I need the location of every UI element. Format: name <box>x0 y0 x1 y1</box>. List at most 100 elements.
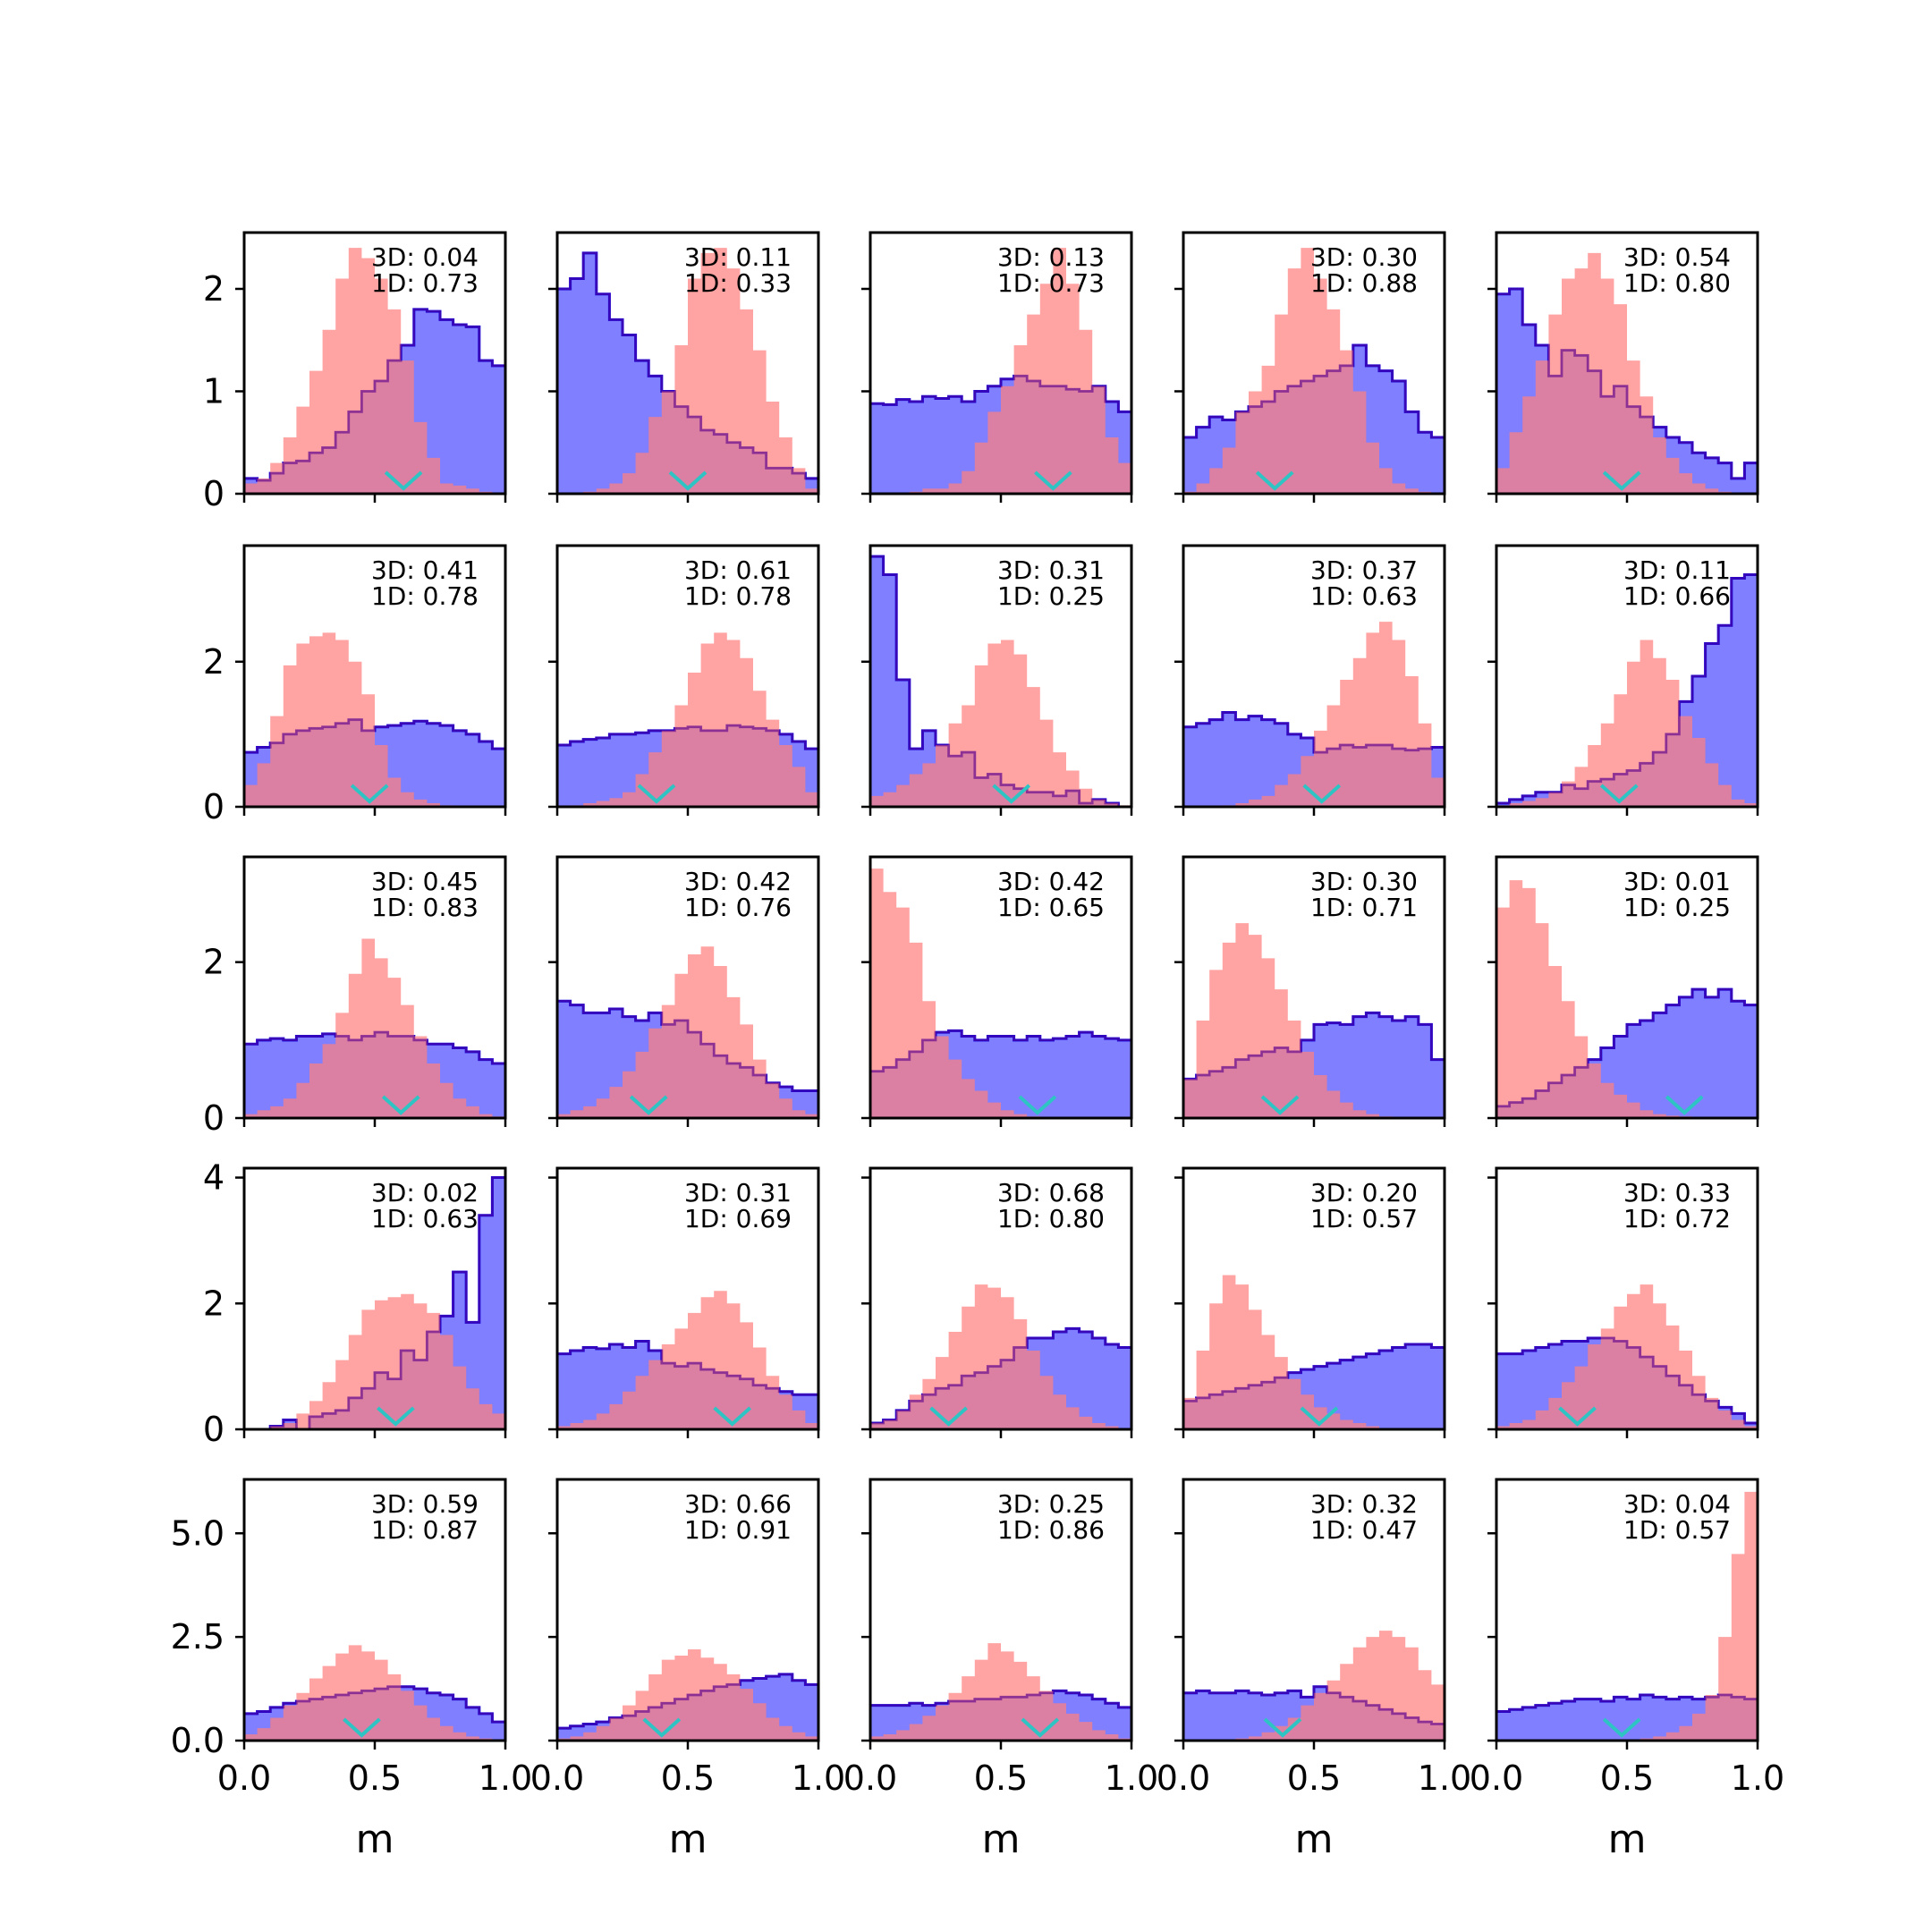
x-tick-label: 1.0 <box>792 1758 845 1798</box>
marker-v <box>1602 470 1641 491</box>
red-histogram-fill <box>1183 1631 1445 1741</box>
annotation-1d: 1D: 0.71 <box>1310 893 1418 922</box>
marker-v <box>377 1406 415 1427</box>
annotation-3d: 3D: 0.37 <box>1310 555 1418 585</box>
x-tick-label: 0.0 <box>1470 1758 1523 1798</box>
overlap-line <box>1183 343 1445 439</box>
overlap-line <box>1183 1343 1445 1402</box>
x-axis-label: m <box>356 1817 394 1862</box>
marker-v <box>350 784 389 804</box>
overlap-line <box>244 308 505 482</box>
red-histogram-fill <box>1496 640 1758 807</box>
y-tick-label: 2 <box>203 642 225 682</box>
overlap-line <box>557 1000 818 1092</box>
plot-area <box>1183 923 1445 1118</box>
x-tick-label: 0.0 <box>1157 1758 1210 1798</box>
annotation-1d: 1D: 0.65 <box>997 893 1105 922</box>
marker-v <box>637 784 676 804</box>
plot-area <box>1183 1275 1445 1429</box>
plot-area <box>1496 1284 1758 1429</box>
annotation-1d: 1D: 0.88 <box>1310 268 1418 298</box>
marker-v <box>1558 1406 1597 1427</box>
overlap-line <box>1496 987 1758 1108</box>
marker-v <box>1263 1717 1302 1738</box>
plot-area <box>870 248 1131 494</box>
x-tick-label: 0.5 <box>661 1758 715 1798</box>
overlap-line <box>1183 711 1445 754</box>
plot-area <box>1496 880 1758 1118</box>
plot-area <box>244 632 505 807</box>
marker-v <box>1034 470 1072 491</box>
x-tick-label: 0.5 <box>348 1758 402 1798</box>
marker-v <box>343 1717 381 1738</box>
plot-area <box>557 1291 818 1429</box>
red-histogram-fill <box>244 632 505 807</box>
x-axis-label: m <box>1608 1817 1647 1862</box>
marker-v <box>629 1095 668 1115</box>
blue-histogram-fill <box>557 252 818 494</box>
overlap-line <box>870 1327 1131 1425</box>
plot-area <box>1496 572 1758 807</box>
plot-area <box>557 632 818 807</box>
red-histogram-fill <box>1183 622 1445 807</box>
plot-area <box>557 248 818 494</box>
plot-area <box>1496 252 1758 494</box>
red-histogram-fill <box>1496 252 1758 494</box>
plot-area <box>244 248 505 494</box>
red-histogram-fill <box>1183 923 1445 1118</box>
marker-v <box>642 1717 682 1738</box>
marker-v <box>1255 470 1294 491</box>
y-tick-label: 5.0 <box>171 1513 225 1553</box>
annotation-3d: 3D: 0.11 <box>1623 555 1731 585</box>
x-axis-label: m <box>669 1817 708 1862</box>
overlap-line <box>870 375 1131 413</box>
annotation-3d: 3D: 0.31 <box>684 1178 792 1208</box>
red-histogram-fill <box>1183 248 1445 494</box>
annotation-1d: 1D: 0.80 <box>1623 268 1731 298</box>
overlap-line <box>557 1673 818 1730</box>
annotation-3d: 3D: 0.02 <box>371 1178 479 1208</box>
plot-area <box>1183 248 1445 494</box>
red-histogram-fill <box>870 869 1131 1118</box>
x-tick-label: 0.5 <box>974 1758 1028 1798</box>
plot-area <box>870 1643 1131 1741</box>
annotation-3d: 3D: 0.66 <box>684 1489 792 1519</box>
plot-area <box>1183 622 1445 807</box>
x-tick-label: 1.0 <box>1731 1758 1784 1798</box>
marker-v <box>1302 784 1342 804</box>
red-histogram-fill <box>244 248 505 494</box>
marker-v <box>1260 1095 1300 1115</box>
overlap-line <box>1496 1336 1758 1425</box>
annotation-3d: 3D: 0.31 <box>997 555 1105 585</box>
annotation-1d: 1D: 0.33 <box>684 268 792 298</box>
marker-v <box>381 1095 420 1115</box>
annotation-3d: 3D: 0.25 <box>997 1489 1105 1519</box>
plot-area <box>244 1645 505 1741</box>
annotation-1d: 1D: 0.78 <box>684 581 792 611</box>
red-histogram-fill <box>244 938 505 1118</box>
overlap-line <box>244 718 505 754</box>
annotation-3d: 3D: 0.04 <box>371 242 479 272</box>
marker-v <box>384 470 423 491</box>
x-tick-label: 0.5 <box>1600 1758 1654 1798</box>
x-tick-label: 0.5 <box>1287 1758 1341 1798</box>
overlap-line <box>557 724 818 750</box>
marker-v <box>713 1406 751 1427</box>
annotation-3d: 3D: 0.20 <box>1310 1178 1418 1208</box>
overlap-line <box>244 1030 505 1065</box>
plot-area <box>1496 1491 1758 1741</box>
y-tick-label: 0 <box>203 1098 225 1138</box>
x-tick-label: 0.0 <box>530 1758 584 1798</box>
annotation-3d: 3D: 0.59 <box>371 1489 479 1519</box>
